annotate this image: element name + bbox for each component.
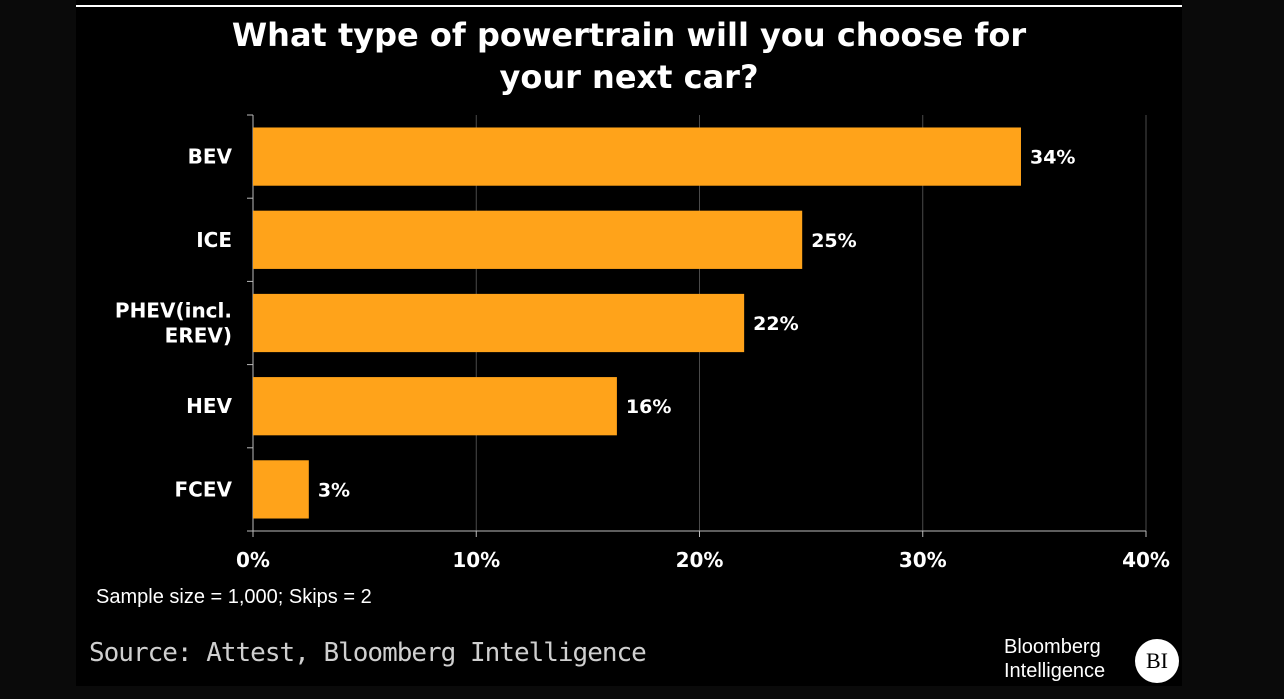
- bi-badge-icon: BI: [1135, 639, 1179, 683]
- chart-title: What type of powertrain will you choose …: [231, 16, 1027, 96]
- x-tick-label: 30%: [899, 548, 947, 572]
- bar: [253, 460, 309, 519]
- top-divider: [76, 5, 1182, 7]
- x-tick-label: 0%: [236, 548, 270, 572]
- data-label: 25%: [811, 230, 856, 252]
- data-label: 3%: [318, 479, 350, 501]
- x-tick-label: 10%: [452, 548, 500, 572]
- bar: [253, 210, 803, 269]
- x-tick-label: 40%: [1122, 548, 1170, 572]
- category-label: PHEV(incl. EREV): [115, 299, 232, 348]
- logo-text: Bloomberg Intelligence: [1004, 636, 1106, 682]
- data-label: 16%: [626, 396, 671, 418]
- sample-size-note: Sample size = 1,000; Skips = 2: [96, 586, 372, 608]
- category-label: BEV: [188, 145, 233, 169]
- category-label: HEV: [186, 394, 232, 418]
- data-label: 34%: [1030, 147, 1075, 169]
- bar: [253, 293, 745, 353]
- bloomberg-intelligence-logo: Bloomberg Intelligence BI: [1004, 635, 1180, 683]
- data-label: 22%: [753, 313, 798, 335]
- category-label: ICE: [196, 228, 232, 252]
- source-note: Source: Attest, Bloomberg Intelligence: [89, 638, 647, 668]
- x-tick-label: 20%: [676, 548, 724, 572]
- bar: [253, 127, 1021, 186]
- category-label: FCEV: [175, 477, 233, 501]
- bar: [253, 377, 617, 436]
